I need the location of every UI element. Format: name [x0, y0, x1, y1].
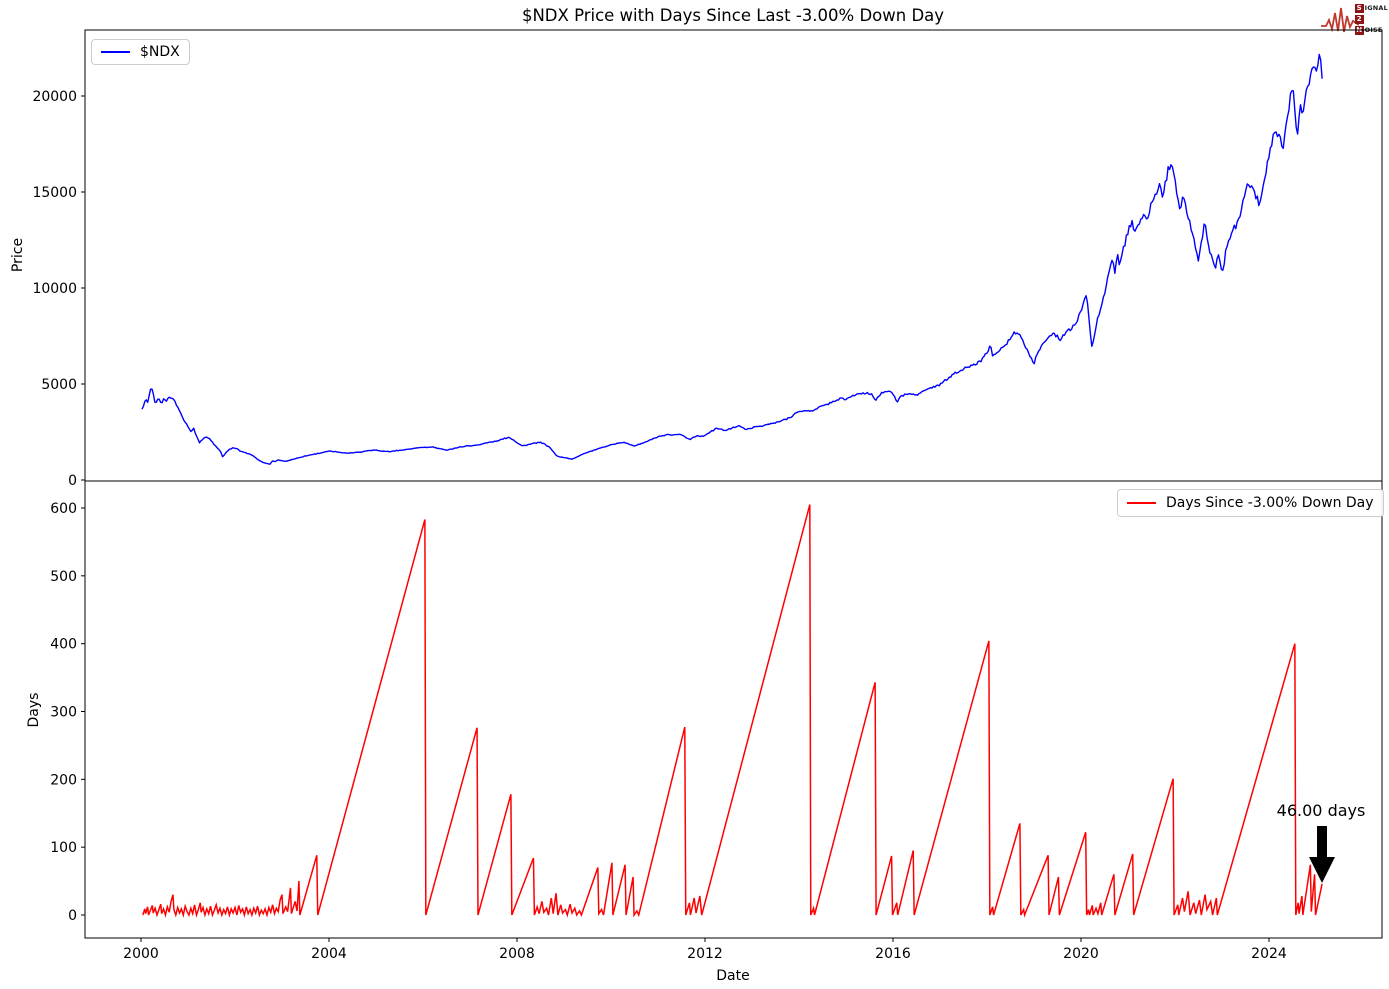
days-since-line	[142, 504, 1323, 918]
xtick-label: 2016	[875, 946, 911, 962]
xlabel-date: Date	[716, 968, 750, 984]
logo-row-2: 2	[1354, 14, 1388, 24]
xtick-label: 2000	[123, 946, 159, 962]
ylabel-price: Price	[10, 237, 26, 273]
top-ytick-label: 5000	[41, 377, 77, 393]
legend-line-sample-red	[1127, 502, 1156, 504]
top-ytick-label: 0	[68, 473, 77, 489]
logo-row-signal: S IGNAL	[1354, 3, 1388, 13]
annotation-days-label: 46.00 days	[1276, 801, 1366, 820]
xtick-label: 2008	[499, 946, 535, 962]
bottom-ytick-label: 600	[50, 501, 77, 517]
logo-box-s: S	[1354, 3, 1364, 13]
bottom-ytick-label: 500	[50, 569, 77, 585]
ndx-price-line	[141, 53, 1323, 465]
bottom-ytick-label: 300	[50, 705, 77, 721]
xtick-label: 2024	[1251, 946, 1287, 962]
bottom-axes-frame	[84, 480, 1383, 939]
chart-title: $NDX Price with Days Since Last -3.00% D…	[521, 6, 945, 25]
top-ytick-label: 15000	[32, 185, 77, 201]
legend-label-ndx: $NDX	[140, 44, 180, 60]
bottom-ytick-label: 200	[50, 772, 77, 788]
logo-box-2: 2	[1354, 14, 1364, 24]
legend-label-days-since: Days Since -3.00% Down Day	[1166, 495, 1374, 511]
bottom-ytick-label: 400	[50, 637, 77, 653]
xtick-label: 2012	[687, 946, 723, 962]
annotation-arrow-icon	[1309, 826, 1335, 883]
top-axes-frame	[84, 29, 1383, 482]
bottom-ytick-label: 0	[68, 908, 77, 924]
bottom-ytick-label: 100	[50, 840, 77, 856]
xtick-label: 2020	[1063, 946, 1099, 962]
legend-ndx: $NDX	[91, 39, 190, 65]
legend-line-sample-blue	[101, 51, 130, 53]
ylabel-days: Days	[26, 692, 42, 728]
top-ytick-label: 10000	[32, 281, 77, 297]
top-ytick-label: 20000	[32, 89, 77, 105]
legend-days-since: Days Since -3.00% Down Day	[1117, 489, 1384, 517]
xtick-label: 2004	[311, 946, 347, 962]
logo-waveform-icon	[1320, 7, 1359, 33]
